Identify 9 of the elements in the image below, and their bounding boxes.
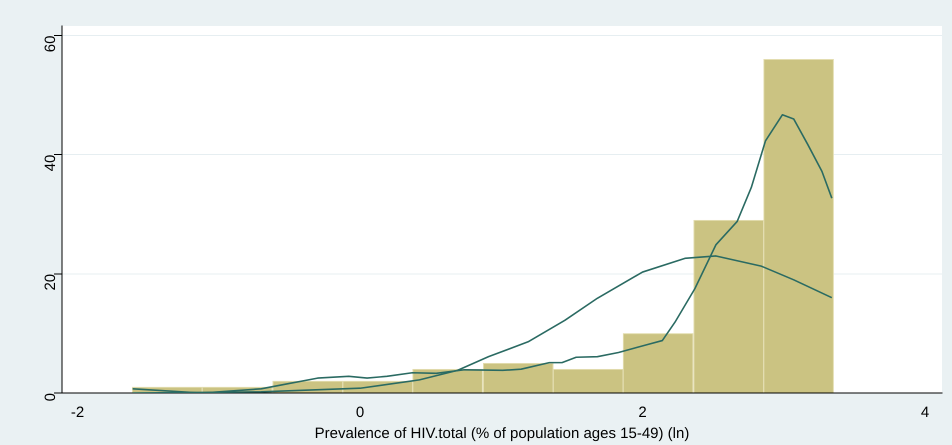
x-tick-label: -2 [70,404,84,422]
x-tick-label: 0 [356,404,364,422]
y-tick-label: 0 [42,393,60,402]
x-axis-title: Prevalence of HIV.total (% of population ages 15-49) (ln) [314,425,690,442]
y-tick-label: 40 [42,154,60,172]
x-tick-label: 4 [920,404,930,422]
y-tick-label: 20 [42,274,60,291]
x-tick-label: 2 [638,404,647,422]
y-tick-label: 60 [42,36,60,52]
